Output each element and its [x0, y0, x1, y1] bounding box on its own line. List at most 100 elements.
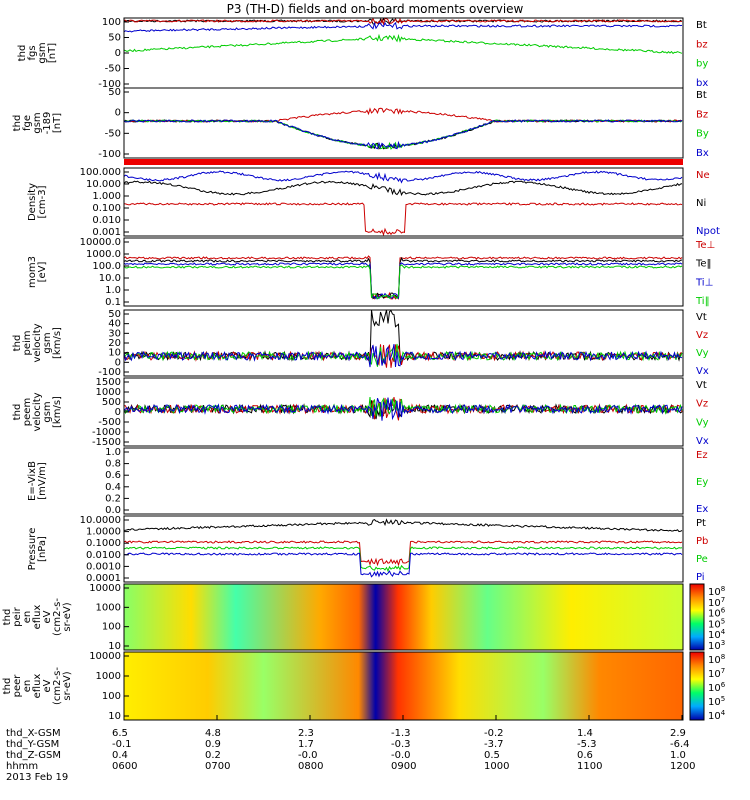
- y-axis-label: thd: [12, 404, 23, 421]
- y-tick-label: 0.2: [105, 493, 121, 504]
- y-tick-label: 1000.0: [86, 249, 121, 260]
- legend-Bt: Bt: [696, 90, 707, 101]
- x-row-value: -3.7: [484, 739, 504, 750]
- y-tick-label: 10: [108, 711, 121, 722]
- y-axis-label: gsm: [42, 332, 53, 353]
- legend-Vx: Vx: [696, 436, 709, 447]
- separator-bar: [124, 159, 683, 165]
- y-axis-label: peim: [22, 330, 33, 355]
- series-Pe: [123, 546, 683, 573]
- y-axis-label: gsm: [32, 112, 43, 133]
- legend-Bt: Bt: [696, 20, 707, 31]
- y-tick-label: 1000: [96, 602, 121, 613]
- chart-title: P3 (TH-D) fields and on-board moments ov…: [226, 2, 524, 16]
- legend-Npot: Npot: [696, 226, 720, 237]
- y-tick-label: 100: [102, 691, 121, 702]
- legend-Pb: Pb: [696, 536, 708, 547]
- y-tick-label: 100: [102, 17, 121, 28]
- y-tick-label: 0.1: [105, 297, 121, 308]
- x-row-value: 0600: [112, 761, 138, 772]
- y-tick-label: 10000: [89, 651, 121, 662]
- panel-frame: [123, 237, 684, 307]
- x-row-value: 1200: [670, 761, 696, 772]
- y-tick-label: 0.100: [92, 203, 121, 214]
- panel-8: Pt Pb Pe Pi 10.00001.00000.10000.01000.00100…: [27, 515, 708, 584]
- y-axis-label: -189: [42, 112, 53, 135]
- x-row-value: 0.5: [484, 750, 500, 761]
- y-axis-label: [mV/m]: [37, 462, 48, 500]
- y-axis-label: sr-eV): [62, 602, 73, 631]
- x-row-value: -0.3: [391, 739, 411, 750]
- x-row-value: -1.3: [391, 728, 411, 739]
- series-Vx: [123, 397, 683, 421]
- y-tick-label: -1000: [92, 427, 121, 438]
- y-tick-label: 50: [108, 33, 121, 44]
- x-row-value: 2.9: [670, 728, 686, 739]
- y-tick-label: 1.0: [105, 447, 121, 458]
- series-bz: [124, 17, 683, 26]
- legend-By: By: [696, 129, 709, 140]
- y-tick-label: 500: [102, 397, 121, 408]
- x-row-value: 0800: [298, 761, 324, 772]
- legend-Vx: Vx: [696, 366, 709, 377]
- x-row-value: 0700: [205, 761, 231, 772]
- colorbar-tick-label: 105: [708, 695, 725, 708]
- legend-Ey: Ey: [696, 477, 708, 488]
- y-tick-label: 1.0: [105, 285, 121, 296]
- x-row-value: 1100: [577, 761, 603, 772]
- x-row-value: 1000: [484, 761, 510, 772]
- y-tick-label: 0: [115, 48, 121, 59]
- series-bx: [123, 21, 683, 33]
- y-tick-label: -50: [105, 128, 121, 139]
- y-axis-label: [nT]: [52, 113, 63, 133]
- y-axis-label: thd: [2, 609, 13, 626]
- y-tick-label: 1000: [96, 671, 121, 682]
- y-tick-label: 0.0100: [86, 550, 121, 561]
- legend-Pi: Pi: [696, 572, 705, 583]
- series-Vx: [123, 344, 683, 368]
- y-tick-label: 1500: [96, 377, 121, 388]
- y-tick-label: 1.0000: [86, 527, 121, 538]
- series-Bx: [123, 119, 683, 150]
- x-row-value: 0.4: [112, 750, 128, 761]
- y-tick-label: 10000.0: [80, 237, 121, 248]
- panel-frame: [123, 87, 684, 159]
- y-tick-label: 50: [108, 309, 121, 320]
- legend-Bz: Bz: [696, 109, 708, 120]
- y-tick-label: 0.0: [105, 505, 121, 516]
- legend-bx: bx: [696, 78, 708, 89]
- x-row-value: 2.3: [298, 728, 314, 739]
- x-row-label: thd_Z-GSM: [6, 750, 61, 761]
- y-axis-label: mom3: [27, 256, 38, 288]
- legend-Vz: Vz: [696, 399, 708, 410]
- y-axis-label: [cm-3]: [37, 185, 48, 218]
- y-tick-label: 0.4: [105, 482, 121, 493]
- y-tick-label: 10000: [89, 583, 121, 594]
- series-Ni: [123, 180, 683, 197]
- y-tick-label: 0.0010: [86, 561, 121, 572]
- y-axis-label: thd: [12, 335, 23, 352]
- legend-Ti⊥: Ti⊥: [695, 277, 713, 288]
- legend-Vt: Vt: [696, 380, 707, 391]
- x-row-label: hhmm: [6, 761, 39, 772]
- x-row-label: thd_X-GSM: [6, 728, 61, 739]
- series-Pb: [123, 540, 683, 567]
- y-axis-label: (cm2-s-: [52, 667, 63, 705]
- x-row-value: -0.1: [112, 739, 132, 750]
- y-axis-label: Density: [27, 183, 38, 221]
- y-axis-label: velocity: [32, 323, 43, 362]
- y-axis-label: fgs: [27, 45, 38, 60]
- y-tick-label: 0.001: [92, 227, 121, 238]
- x-row-value: 4.8: [205, 728, 221, 739]
- x-row-value: -0.0: [298, 750, 318, 761]
- series-Npot: [123, 170, 683, 184]
- y-tick-label: 10: [108, 641, 121, 652]
- panel-frame: [123, 167, 684, 237]
- legend-by: by: [696, 59, 708, 70]
- spectrogram: [124, 652, 683, 720]
- y-tick-label: 1.000: [92, 191, 121, 202]
- y-axis-label: thd: [12, 115, 23, 132]
